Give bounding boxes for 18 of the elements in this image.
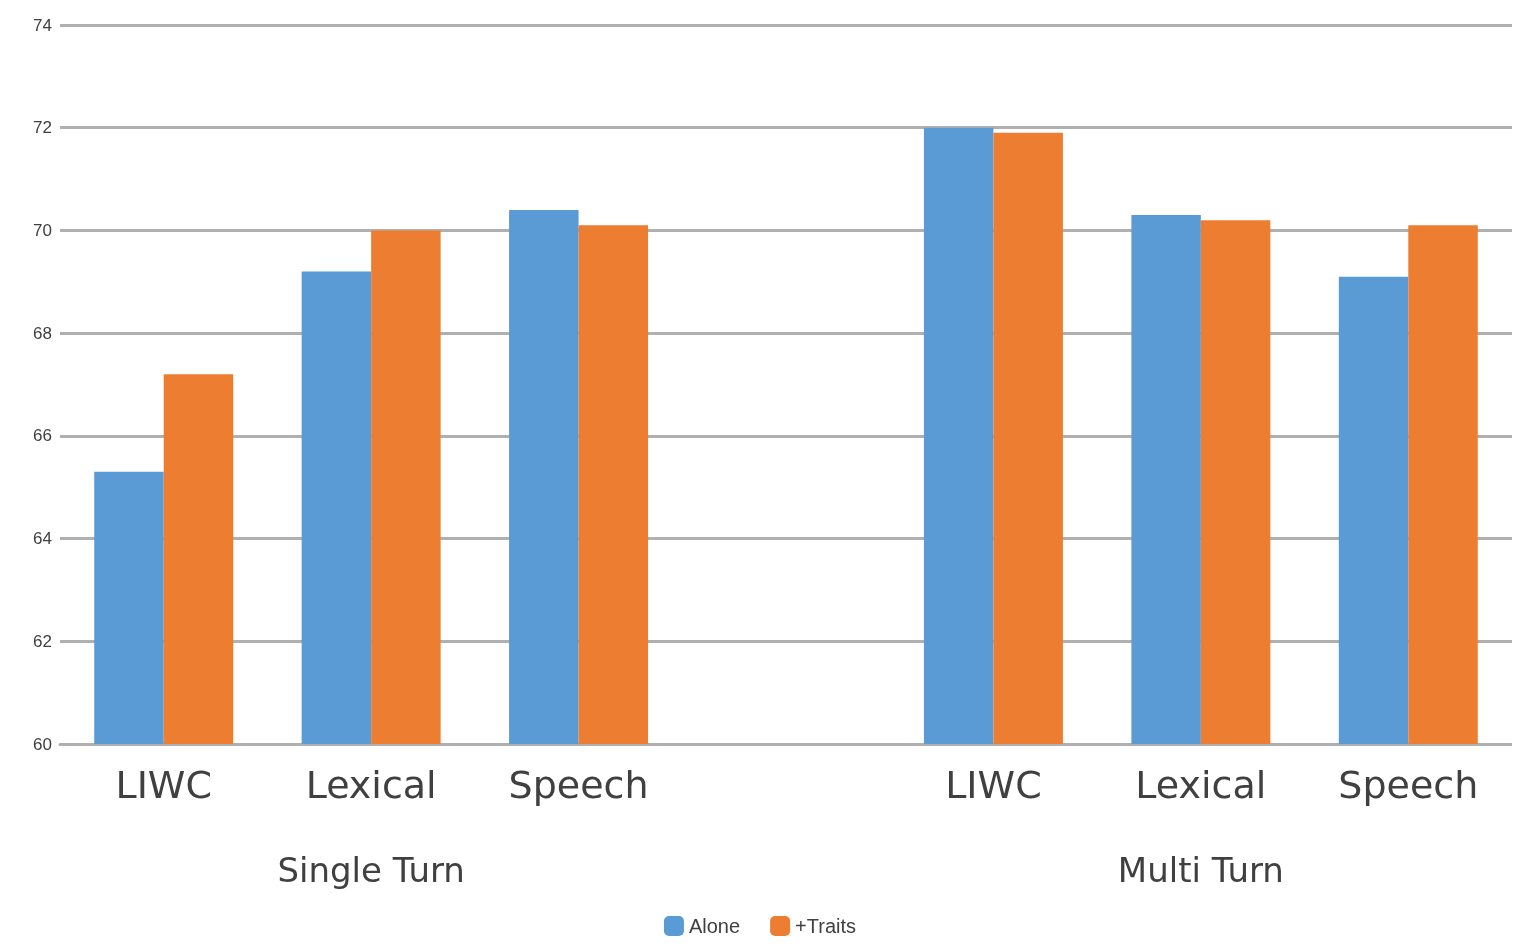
y-tick-label: 70 xyxy=(33,220,52,240)
y-tick-label: 62 xyxy=(33,631,52,651)
y-tick-label: 60 xyxy=(33,734,52,754)
x-tick-label: LIWC xyxy=(115,763,212,807)
legend-label: Alone xyxy=(688,915,741,937)
y-tick-label: 64 xyxy=(33,529,52,549)
x-tick-label: Lexical xyxy=(1135,763,1267,807)
text: Single Turn xyxy=(277,850,465,890)
y-tick-label: 72 xyxy=(33,118,52,138)
y-tick-label: 74 xyxy=(33,15,52,35)
x-tick-label: Speech xyxy=(508,763,649,807)
text: Multi Turn xyxy=(1117,850,1284,890)
x-tick-label: Speech xyxy=(1338,763,1479,807)
legend-label: +Traits xyxy=(795,915,857,937)
y-tick-label: 66 xyxy=(33,426,52,446)
y-tick-label: 68 xyxy=(33,323,52,343)
x-tick-label: Lexical xyxy=(305,763,437,807)
x-tick-label: LIWC xyxy=(945,763,1042,807)
